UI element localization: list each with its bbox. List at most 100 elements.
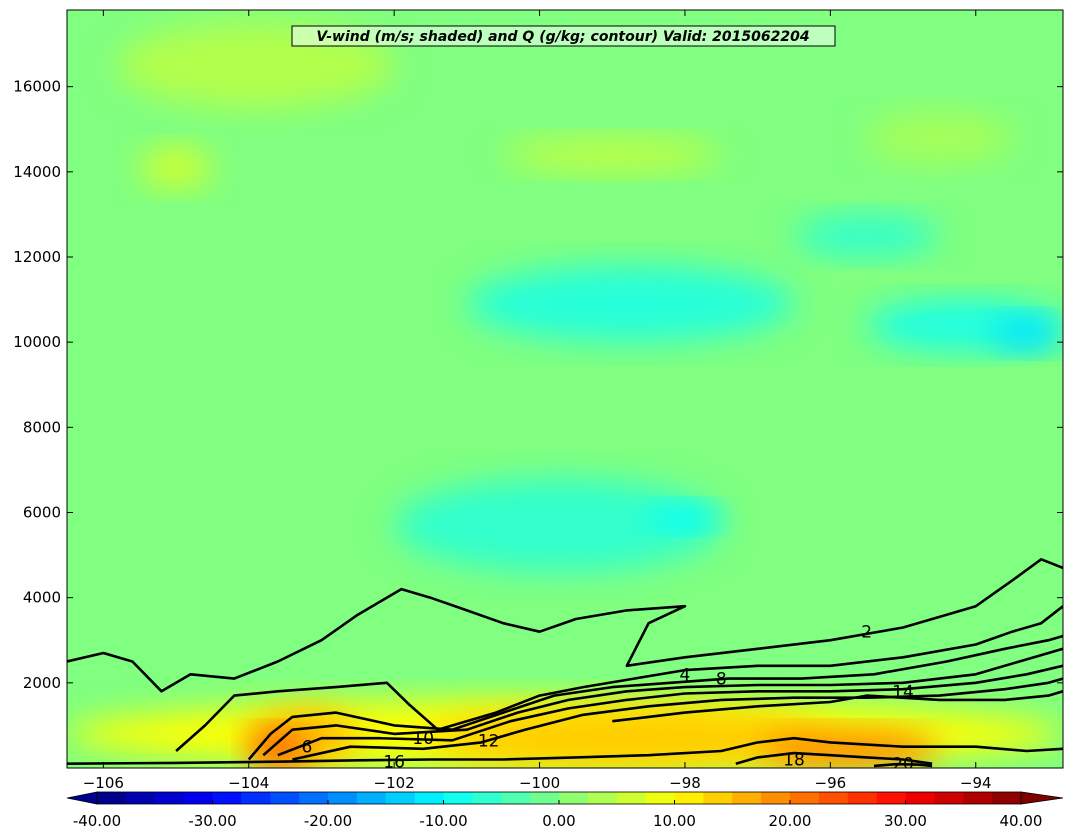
x-tick-label: −100 [519, 774, 560, 792]
colorbar-segment [732, 792, 762, 804]
colorbar-tick-label: 30.00 [884, 812, 927, 830]
contour-label: 20 [892, 755, 914, 775]
colorbar-segments [97, 792, 1022, 804]
x-tick-label: −102 [374, 774, 415, 792]
shaded-region [394, 478, 722, 573]
colorbar-segment [385, 792, 416, 804]
colorbar-segment [212, 792, 242, 804]
contour-line [247, 634, 1063, 761]
colorbar-tick-label: 0.00 [542, 812, 575, 830]
y-tick-label: 12000 [13, 248, 61, 266]
colorbar-tick-label: 40.00 [1000, 812, 1043, 830]
colorbar-max-extension [1020, 791, 1064, 805]
x-tick-label: −98 [669, 774, 701, 792]
colorbar-segment [270, 792, 300, 804]
colorbar-segment [934, 792, 964, 804]
contour-label: 12 [478, 731, 500, 751]
contour-label: 14 [892, 682, 914, 702]
x-tick-label: −104 [228, 774, 269, 792]
colorbar-segment [616, 792, 647, 804]
x-tick-label: −94 [960, 774, 992, 792]
contour-layer [67, 557, 1063, 768]
contour-line [67, 736, 1063, 765]
colorbar-segment [299, 792, 329, 804]
y-tick-label: 14000 [13, 163, 61, 181]
y-tick-label: 2000 [23, 674, 61, 692]
x-axis: −106 −104 −102 −100 −98 −96 −94 [83, 10, 992, 792]
shaded-region [139, 146, 213, 189]
shaded-region [466, 265, 795, 343]
colorbar-segment [905, 792, 935, 804]
chart-title-box: V-wind (m/s; shaded) and Q (g/kg; contou… [291, 25, 836, 47]
colorbar-tick-label: 10.00 [653, 812, 696, 830]
colorbar-segment [587, 792, 618, 804]
colorbar-segment [443, 792, 473, 804]
y-tick-label: 6000 [23, 503, 61, 521]
colorbar-tick-label: 20.00 [769, 812, 812, 830]
y-tick-label: 10000 [13, 333, 61, 351]
contour-label-layer: 2 4 6 8 10 12 14 16 18 20 [301, 623, 914, 775]
y-tick-label: 8000 [23, 418, 61, 436]
colorbar-tick-label: -10.00 [419, 812, 467, 830]
x-tick-label: −96 [815, 774, 847, 792]
colorbar-segment [414, 792, 445, 804]
shaded-layer [67, 10, 1063, 768]
contour-label: 10 [412, 729, 434, 749]
contour-label: 2 [861, 623, 872, 643]
colorbar-segment [501, 792, 531, 804]
contour-label: 4 [680, 665, 691, 685]
colorbar-segment [790, 792, 820, 804]
contour-line [262, 647, 1063, 757]
shaded-region [503, 137, 722, 172]
shaded-region [866, 112, 1013, 164]
colorbar-segment [963, 792, 993, 804]
contour-line [67, 557, 1063, 693]
contour-line [612, 690, 1063, 723]
contour-line [873, 762, 933, 768]
colorbar-segment [472, 792, 502, 804]
colorbar-min-extension [66, 791, 98, 805]
colorbar-tick-label: -40.00 [73, 812, 121, 830]
x-tick-label: −106 [83, 774, 124, 792]
colorbar-ticks: -40.00 -30.00 -20.00 -10.00 0.00 10.00 20.00 30… [73, 800, 1043, 830]
colorbar-segment [125, 792, 156, 804]
contour-label: 16 [383, 753, 405, 773]
colorbar-segment [154, 792, 185, 804]
colorbar-segment [674, 792, 704, 804]
colorbar-segment [356, 792, 387, 804]
colorbar-segment [876, 792, 907, 804]
y-tick-label: 4000 [23, 589, 61, 607]
shaded-region [990, 316, 1063, 351]
colorbar-segment [847, 792, 878, 804]
colorbar-segment [183, 792, 214, 804]
colorbar-segment [241, 792, 271, 804]
y-axis: 2000 4000 6000 8000 10000 12000 14000 16000 [13, 78, 1063, 692]
colorbar-segment [992, 792, 1022, 804]
colorbar-segment [328, 792, 358, 804]
colorbar-segment [530, 792, 560, 804]
colorbar-segment [97, 792, 127, 804]
contour-line [175, 605, 1063, 752]
colorbar: -40.00 -30.00 -20.00 -10.00 0.00 10.00 20.00 30… [66, 791, 1064, 830]
shaded-region [794, 214, 940, 257]
colorbar-segment [559, 792, 589, 804]
shaded-region [430, 708, 831, 768]
contour-label: 6 [301, 738, 312, 758]
colorbar-tick-label: -30.00 [188, 812, 236, 830]
contour-label: 8 [716, 670, 727, 690]
colorbar-segment [645, 792, 676, 804]
contour-line [735, 751, 933, 765]
plot-frame [66, 9, 1064, 769]
contour-line [277, 664, 1063, 757]
contour-label: 18 [783, 750, 805, 770]
colorbar-segment [761, 792, 791, 804]
colorbar-tick-label: -20.00 [304, 812, 352, 830]
contour-line [292, 677, 1063, 761]
colorbar-segment [818, 792, 849, 804]
y-tick-label: 16000 [13, 78, 61, 96]
colorbar-segment [703, 792, 733, 804]
shaded-region [648, 503, 722, 530]
chart-title: V-wind (m/s; shaded) and Q (g/kg; contou… [316, 29, 809, 45]
